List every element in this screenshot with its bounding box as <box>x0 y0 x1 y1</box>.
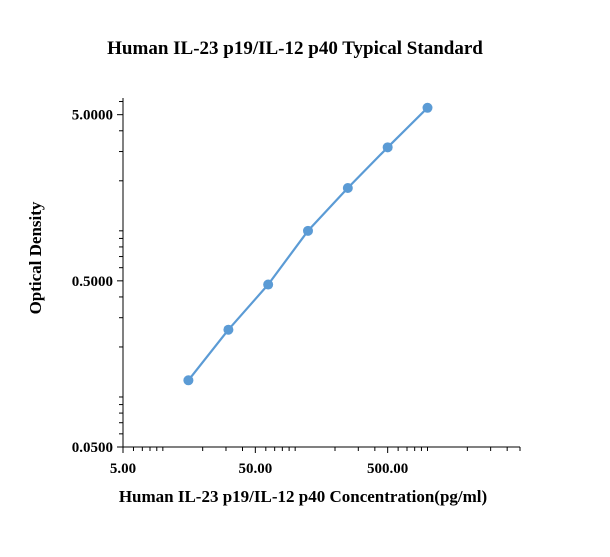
x-tick-label: 5.00 <box>110 461 136 477</box>
data-point <box>342 183 353 194</box>
x-axis-label: Human IL-23 p19/IL-12 p40 Concentration(… <box>119 487 487 506</box>
chart-title: Human IL-23 p19/IL-12 p40 Typical Standa… <box>107 38 483 59</box>
x-tick-label: 500.00 <box>367 461 408 477</box>
y-tick-label: 5.0000 <box>72 108 113 124</box>
data-point <box>422 102 433 113</box>
data-point <box>223 324 234 335</box>
series-layer <box>183 102 433 386</box>
data-point <box>263 279 274 290</box>
y-axis-label: Optical Density <box>26 201 45 314</box>
x-minor-ticks <box>122 447 521 453</box>
y-tick-labels: 5.0000 0.5000 0.0500 <box>72 108 113 456</box>
x-tick-labels: 5.00 50.00 500.00 <box>110 461 408 477</box>
x-tick-label: 50.00 <box>238 461 272 477</box>
y-tick-label: 0.0500 <box>72 440 113 456</box>
y-tick-label: 0.5000 <box>72 274 113 290</box>
plot-area: 5.0000 0.5000 0.0500 5.00 50.00 500.00 <box>72 98 521 477</box>
data-point <box>302 225 313 236</box>
data-point <box>382 142 393 153</box>
data-point <box>183 375 194 386</box>
y-minor-ticks <box>117 101 123 448</box>
